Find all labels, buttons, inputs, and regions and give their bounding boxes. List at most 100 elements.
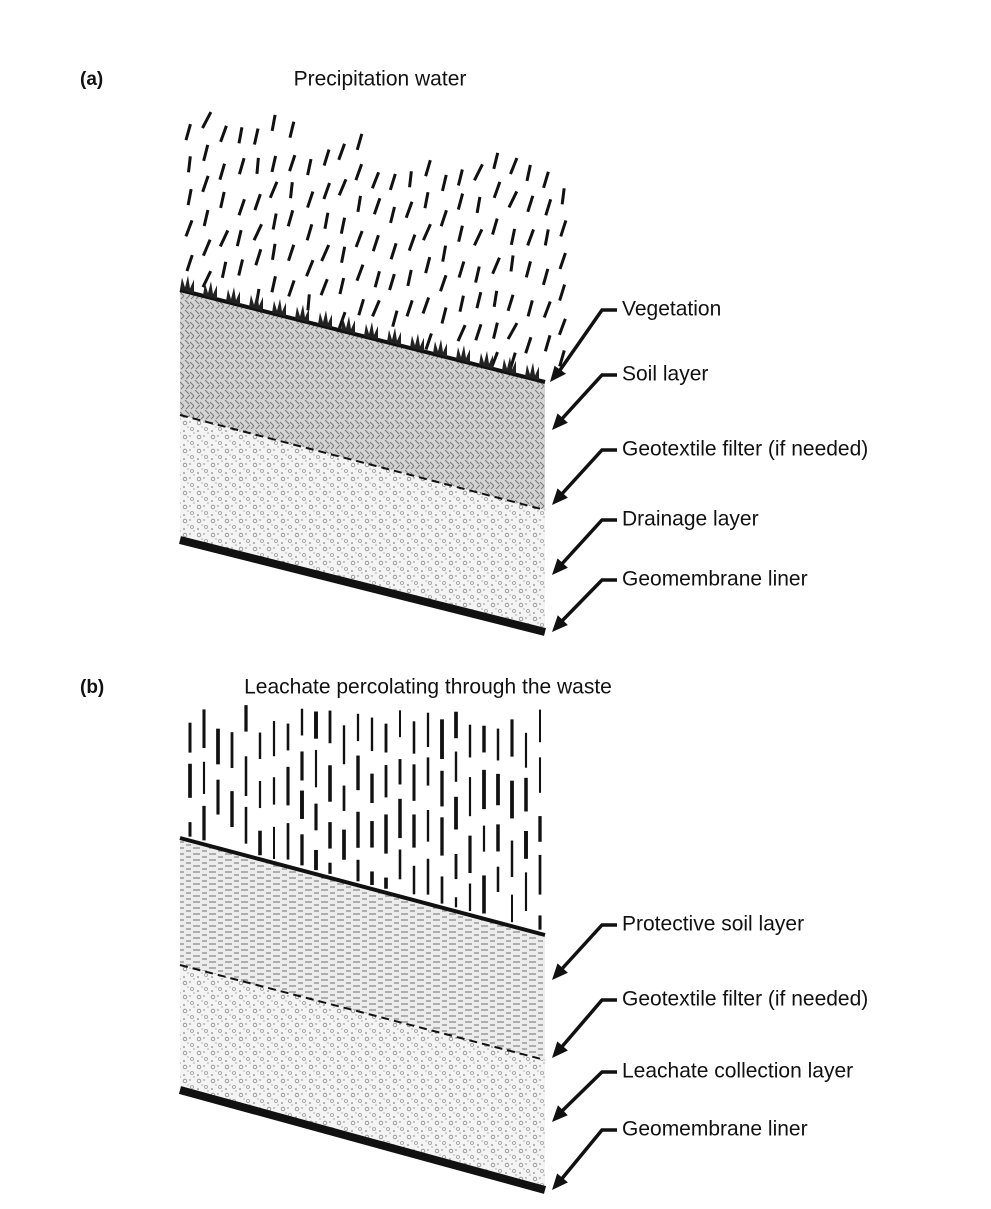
drainage-layer (180, 415, 545, 632)
rain-drop (202, 209, 210, 227)
rain-drop (323, 212, 330, 230)
rain-drop (235, 229, 243, 247)
rain-drop (389, 206, 396, 224)
rain-drop (558, 284, 567, 302)
rain-drop (558, 350, 566, 367)
rain-drop (524, 260, 532, 278)
vegetation (295, 304, 309, 323)
rain-drop (319, 278, 329, 296)
layer-label: Leachate collection layer (622, 1060, 853, 1083)
vegetation (410, 333, 424, 352)
arrowhead (552, 963, 568, 980)
rain-drop (456, 169, 464, 186)
rain-drop (187, 156, 192, 173)
rain-drop (356, 195, 362, 213)
rain-drop (406, 269, 413, 287)
rain-drop (355, 264, 365, 282)
rain-drop (475, 291, 483, 309)
rain-drop (186, 188, 193, 206)
arrowhead (552, 1173, 568, 1190)
rain-drop (391, 310, 399, 328)
rain-drop (218, 229, 230, 248)
rain-drop (270, 114, 277, 132)
rain-drop (370, 171, 381, 189)
rain-drop (491, 257, 501, 275)
rain-drop (404, 201, 414, 219)
rain-drop (509, 157, 519, 175)
leader (558, 923, 617, 973)
rain-drop (388, 173, 397, 191)
waste-line (179, 836, 546, 937)
vegetation (433, 339, 447, 358)
arrowhead (552, 1105, 568, 1122)
rain-drop (305, 223, 314, 241)
rain-drop (422, 223, 432, 241)
rain-drop (337, 311, 347, 329)
rain-drop (456, 324, 467, 342)
vegetation (249, 292, 263, 311)
panel-title: Leachate percolating through the waste (244, 676, 612, 699)
layer-label: Vegetation (622, 298, 721, 321)
rain-drop (525, 164, 532, 182)
rain-drop (255, 157, 260, 175)
layer-label: Geotextile filter (if needed) (622, 988, 868, 1011)
rain-drop (271, 213, 278, 230)
rain-drop (220, 261, 228, 279)
rain-drop (286, 209, 295, 227)
rain-drop (252, 223, 263, 241)
layer-label: Geomembrane liner (622, 568, 808, 591)
rain-drop (287, 244, 296, 262)
rain-drop (541, 268, 550, 286)
leader (558, 518, 617, 568)
rain-drop (219, 125, 228, 143)
rain-drop (237, 127, 244, 144)
rain-drop (337, 178, 348, 196)
arrowhead (552, 615, 568, 632)
rain-drop (526, 195, 535, 213)
rain-drop (542, 171, 550, 189)
rain-drop (544, 198, 553, 216)
rain-drop (201, 270, 213, 288)
rain-drop (441, 245, 448, 262)
vegetation (525, 362, 539, 381)
rain-drop (270, 275, 277, 293)
rain-drop (457, 225, 464, 243)
rain-drop (202, 144, 210, 162)
leader (558, 1128, 617, 1183)
rain-drop (289, 181, 294, 199)
rain-drop (339, 217, 347, 235)
arrowhead (552, 558, 568, 575)
rain-drop (237, 198, 246, 216)
rain-drop (492, 322, 499, 339)
rain-drop (474, 266, 481, 283)
leader (558, 1070, 617, 1115)
rain-drop (237, 157, 246, 175)
rain-drop (372, 197, 382, 215)
rain-drop (388, 273, 396, 291)
rain-drop (322, 149, 331, 167)
arrowhead (552, 488, 568, 505)
rain-drop (219, 191, 226, 209)
vegetation (180, 275, 194, 294)
rain-drop (270, 155, 278, 173)
rain-drop (526, 299, 534, 317)
rain-drop (526, 228, 535, 246)
vegetation (226, 287, 240, 306)
leader (558, 998, 617, 1051)
surface-line (179, 288, 546, 384)
rain-drop (543, 229, 550, 246)
geomembrane-line (179, 536, 546, 636)
rain-drop (458, 295, 465, 313)
rain-drop (306, 294, 311, 311)
vegetation (387, 327, 401, 346)
rain-drop (441, 174, 448, 192)
rain-drop (373, 270, 381, 288)
layer-label: Geotextile filter (if needed) (622, 438, 868, 461)
rain-drop (439, 274, 448, 292)
leader (558, 373, 617, 423)
layer-label: Geomembrane liner (622, 1118, 808, 1141)
layer-label: Protective soil layer (622, 913, 804, 936)
soil-layer (180, 290, 545, 510)
rain-drop (305, 259, 315, 277)
leader (556, 308, 617, 375)
